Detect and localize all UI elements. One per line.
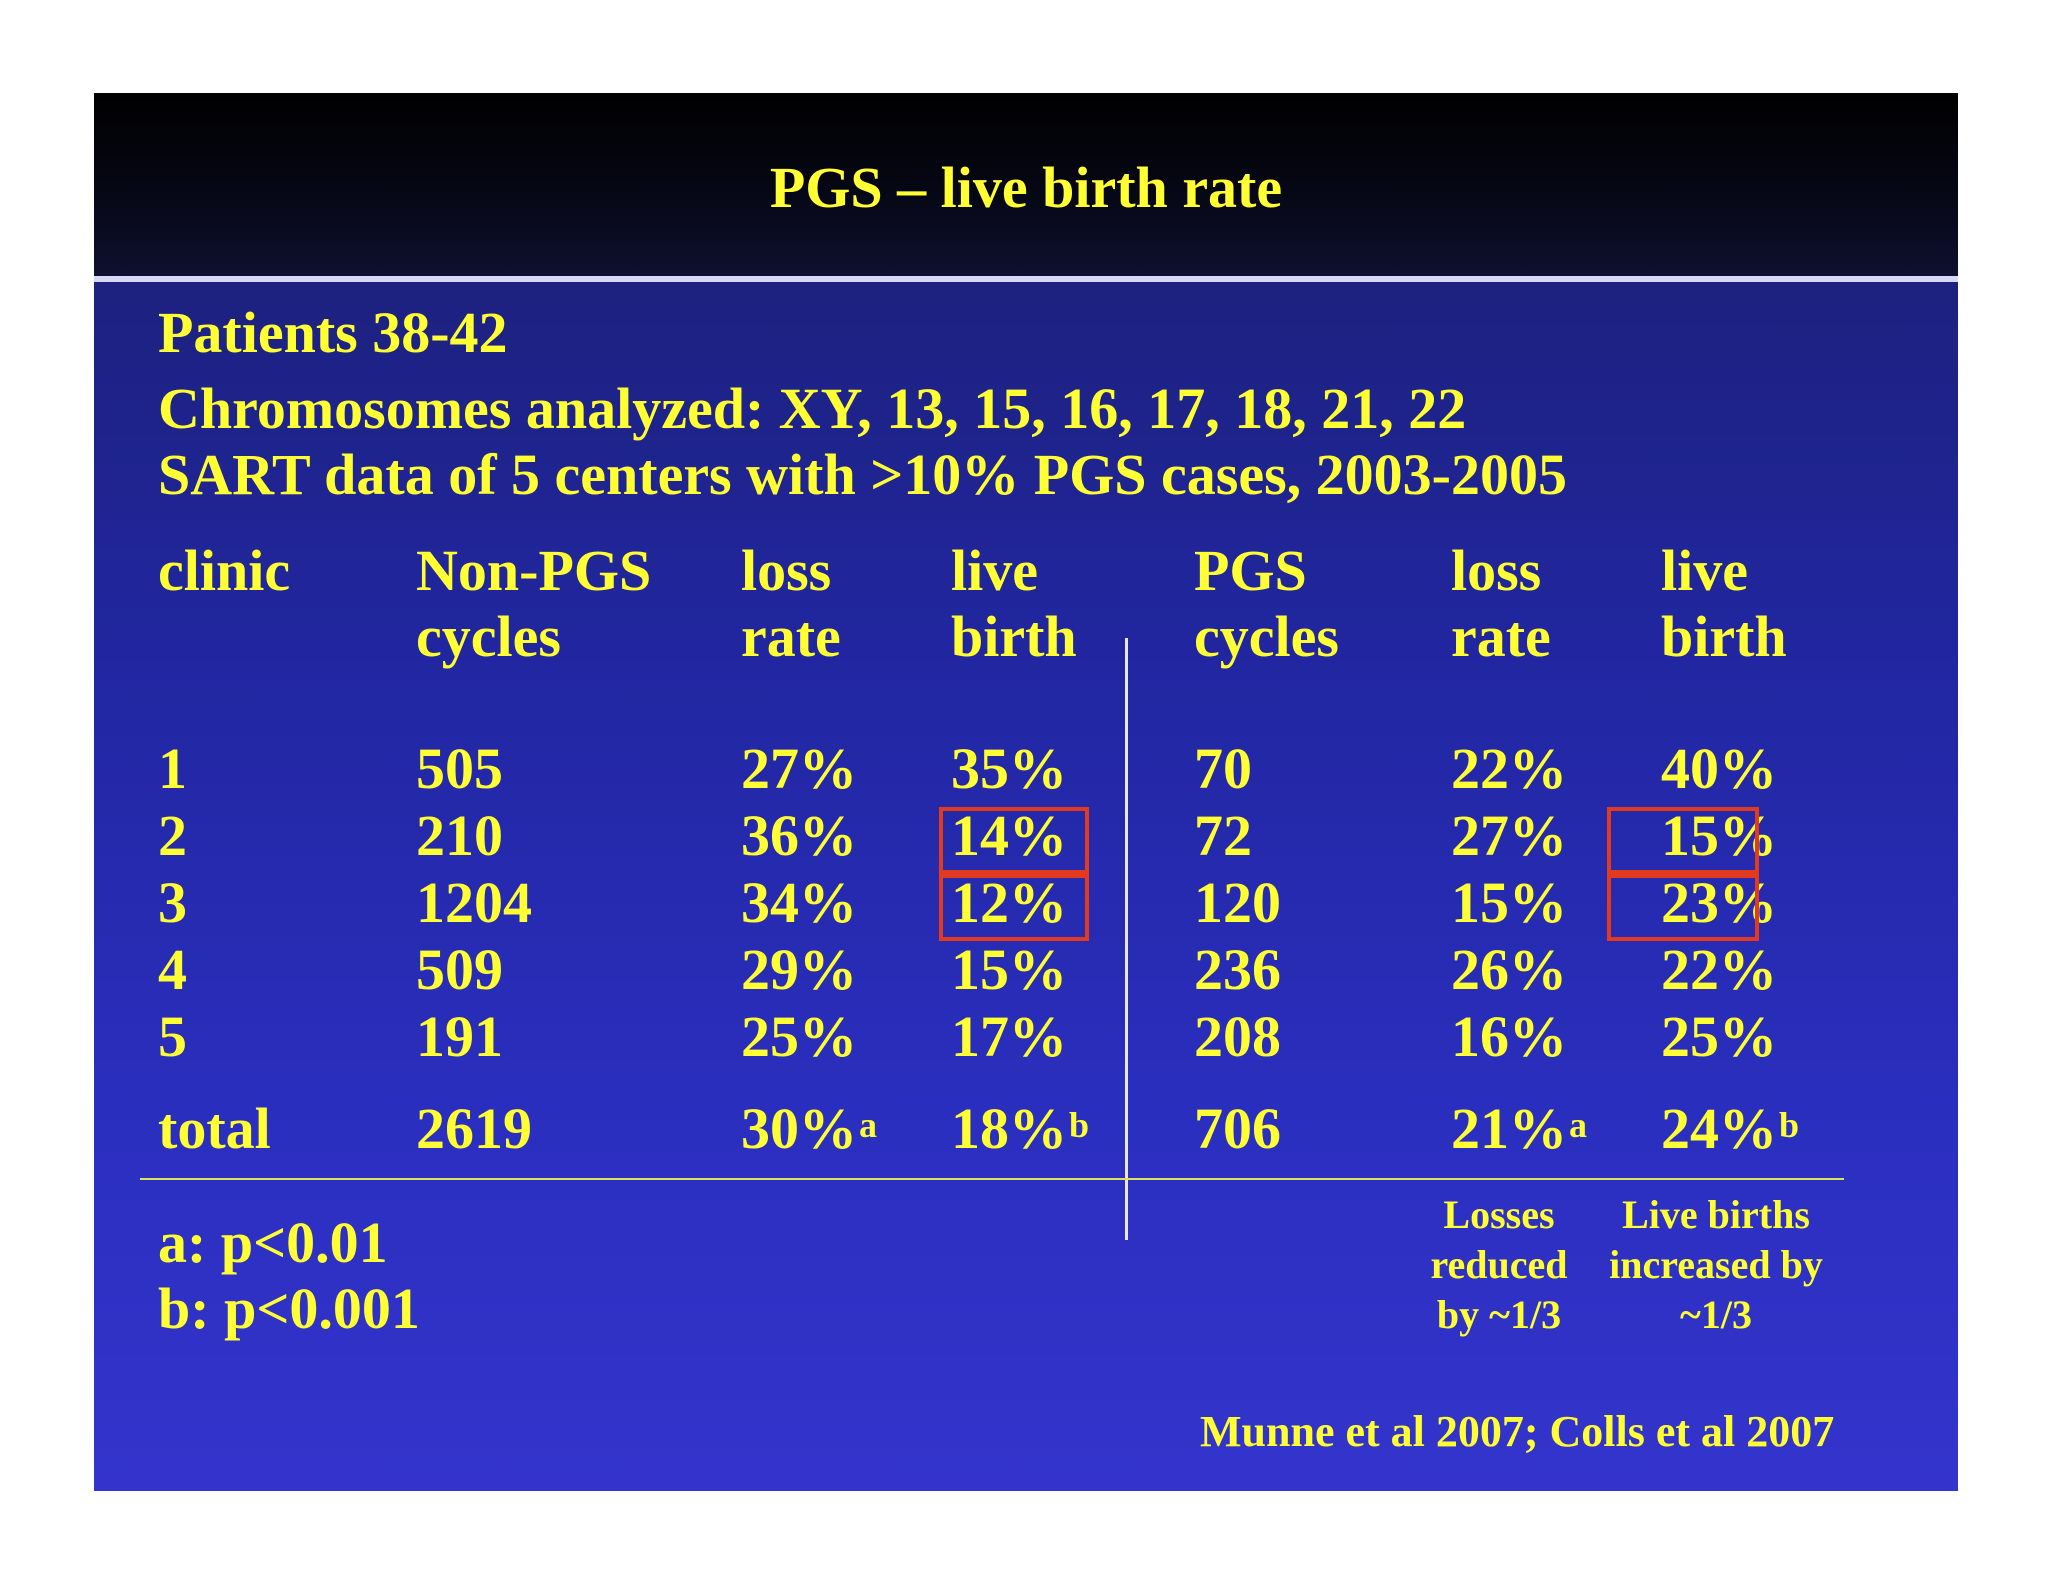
footnote-a: a: p<0.01 bbox=[158, 1210, 388, 1275]
table-vertical-divider bbox=[1125, 638, 1128, 1240]
row3-loss1: 34% bbox=[741, 870, 857, 935]
header-live2-2: birth bbox=[1661, 604, 1787, 669]
row2-nonpgs: 210 bbox=[416, 803, 503, 868]
header-loss2-1: loss bbox=[1451, 538, 1542, 603]
row2-pgs: 72 bbox=[1194, 803, 1252, 868]
row5-pgs: 208 bbox=[1194, 1004, 1281, 1069]
row1-live2: 40% bbox=[1661, 736, 1777, 801]
chromosomes-line: Chromosomes analyzed: XY, 13, 15, 16, 17… bbox=[158, 376, 1467, 441]
slide-title: PGS – live birth rate bbox=[769, 155, 1283, 220]
row5-live2: 25% bbox=[1661, 1004, 1777, 1069]
births-note: Live births increased by ~1/3 bbox=[1596, 1190, 1836, 1340]
total-loss1: 30%a bbox=[741, 1096, 877, 1162]
total-label: total bbox=[158, 1096, 271, 1161]
row4-loss2: 26% bbox=[1451, 937, 1567, 1002]
highlight-box-row2-pgs bbox=[1607, 807, 1759, 874]
row4-loss1: 29% bbox=[741, 937, 857, 1002]
row1-clinic: 1 bbox=[158, 736, 187, 801]
row2-clinic: 2 bbox=[158, 803, 187, 868]
highlight-box-row2-nonpgs bbox=[939, 807, 1089, 874]
losses-note-line1: Losses bbox=[1443, 1192, 1555, 1237]
row4-nonpgs: 509 bbox=[416, 937, 503, 1002]
row2-loss2: 27% bbox=[1451, 803, 1567, 868]
row5-live1: 17% bbox=[951, 1004, 1067, 1069]
row1-loss2: 22% bbox=[1451, 736, 1567, 801]
row3-nonpgs: 1204 bbox=[416, 870, 532, 935]
highlight-box-row3-pgs bbox=[1607, 874, 1759, 941]
total-nonpgs: 2619 bbox=[416, 1096, 532, 1161]
row3-pgs: 120 bbox=[1194, 870, 1281, 935]
row3-live1: 12% bbox=[951, 870, 1067, 935]
header-pgs-1: PGS bbox=[1194, 538, 1307, 603]
births-note-line3: ~1/3 bbox=[1680, 1292, 1752, 1337]
patients-line: Patients 38-42 bbox=[158, 300, 508, 365]
sart-line: SART data of 5 centers with >10% PGS cas… bbox=[158, 442, 1567, 507]
row4-pgs: 236 bbox=[1194, 937, 1281, 1002]
header-live1-1: live bbox=[951, 538, 1038, 603]
row4-clinic: 4 bbox=[158, 937, 187, 1002]
highlight-box-row3-nonpgs bbox=[939, 874, 1089, 941]
births-note-line1: Live births bbox=[1622, 1192, 1810, 1237]
row5-clinic: 5 bbox=[158, 1004, 187, 1069]
row1-live1: 35% bbox=[951, 736, 1067, 801]
births-note-line2: increased by bbox=[1609, 1242, 1823, 1287]
losses-note-line3: by ~1/3 bbox=[1436, 1292, 1562, 1337]
row2-loss1: 36% bbox=[741, 803, 857, 868]
row4-live2: 22% bbox=[1661, 937, 1777, 1002]
total-loss2-value: 21% bbox=[1451, 1096, 1567, 1161]
row1-nonpgs: 505 bbox=[416, 736, 503, 801]
row1-pgs: 70 bbox=[1194, 736, 1252, 801]
total-live2-sup: b bbox=[1779, 1105, 1800, 1145]
total-loss1-value: 30% bbox=[741, 1096, 857, 1161]
row3-loss2: 15% bbox=[1451, 870, 1567, 935]
title-divider bbox=[94, 276, 1958, 282]
total-loss2-sup: a bbox=[1569, 1105, 1587, 1145]
header-loss2-2: rate bbox=[1451, 604, 1551, 669]
total-loss2: 21%a bbox=[1451, 1096, 1587, 1162]
header-loss1-2: rate bbox=[741, 604, 841, 669]
slide: PGS – live birth rate Patients 38-42 Chr… bbox=[94, 93, 1958, 1491]
total-live1-value: 18% bbox=[951, 1096, 1067, 1161]
row2-live1: 14% bbox=[951, 803, 1067, 868]
total-live1-sup: b bbox=[1069, 1105, 1090, 1145]
title-bar: PGS – live birth rate bbox=[94, 93, 1958, 277]
header-nonpgs-1: Non-PGS bbox=[416, 538, 652, 603]
total-live1: 18%b bbox=[951, 1096, 1089, 1162]
row1-loss1: 27% bbox=[741, 736, 857, 801]
footnote-b: b: p<0.001 bbox=[158, 1276, 420, 1341]
row5-nonpgs: 191 bbox=[416, 1004, 503, 1069]
row5-loss2: 16% bbox=[1451, 1004, 1567, 1069]
header-live1-2: birth bbox=[951, 604, 1077, 669]
header-loss1-1: loss bbox=[741, 538, 832, 603]
total-live2: 24%b bbox=[1661, 1096, 1799, 1162]
losses-note: Losses reduced by ~1/3 bbox=[1404, 1190, 1594, 1340]
header-nonpgs-2: cycles bbox=[416, 604, 561, 669]
total-live2-value: 24% bbox=[1661, 1096, 1777, 1161]
citation: Munne et al 2007; Colls et al 2007 bbox=[1200, 1407, 1835, 1456]
total-pgs: 706 bbox=[1194, 1096, 1281, 1161]
row3-clinic: 3 bbox=[158, 870, 187, 935]
header-pgs-2: cycles bbox=[1194, 604, 1339, 669]
row4-live1: 15% bbox=[951, 937, 1067, 1002]
losses-note-line2: reduced bbox=[1430, 1242, 1568, 1287]
header-clinic: clinic bbox=[158, 538, 291, 603]
row5-loss1: 25% bbox=[741, 1004, 857, 1069]
header-live2-1: live bbox=[1661, 538, 1748, 603]
total-loss1-sup: a bbox=[859, 1105, 877, 1145]
table-horizontal-divider bbox=[140, 1178, 1844, 1180]
